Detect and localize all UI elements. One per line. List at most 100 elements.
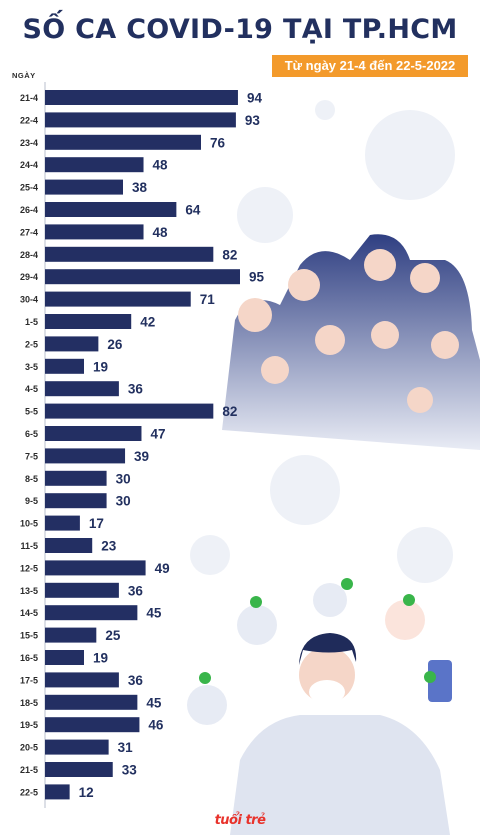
bar-value-label: 26	[107, 337, 123, 352]
date-tick-label: 18-5	[20, 698, 38, 708]
bar	[45, 179, 123, 195]
health-icons-illustration	[187, 578, 452, 725]
date-tick-label: 25-4	[20, 183, 38, 193]
bar-value-label: 30	[116, 494, 131, 509]
bar-value-label: 46	[148, 718, 164, 733]
bar	[45, 784, 70, 800]
date-tick-label: 20-5	[20, 743, 38, 753]
bar-value-label: 47	[150, 427, 165, 442]
date-tick-label: 30-4	[20, 295, 38, 305]
virus-icon	[190, 100, 455, 583]
bar-value-label: 82	[222, 247, 237, 262]
bar	[45, 403, 214, 419]
bar-value-label: 48	[153, 225, 169, 240]
date-tick-label: 14-5	[20, 608, 38, 618]
date-tick-label: 29-4	[20, 272, 38, 282]
chart-title: SỐ CA COVID-19 TẠI TP.HCM	[22, 14, 458, 45]
bar-value-label: 45	[146, 695, 162, 710]
bar-value-label: 49	[155, 561, 170, 576]
bar	[45, 717, 140, 733]
date-tick-label: 6-5	[25, 429, 38, 439]
date-tick-label: 10-5	[20, 519, 38, 529]
people-crowd-illustration	[222, 234, 480, 450]
bar	[45, 493, 107, 509]
bar	[45, 694, 138, 710]
bar-value-label: 36	[128, 673, 144, 688]
date-tick-label: 5-5	[25, 407, 38, 417]
date-tick-label: 15-5	[20, 631, 38, 641]
date-tick-label: 13-5	[20, 586, 38, 596]
bar-value-label: 45	[146, 606, 162, 621]
bar-value-label: 39	[134, 449, 149, 464]
date-tick-label: 26-4	[20, 205, 38, 215]
bar	[45, 246, 214, 262]
bar-value-label: 76	[210, 135, 226, 150]
bar	[45, 358, 84, 374]
bar	[45, 224, 144, 240]
bar-value-label: 36	[128, 583, 144, 598]
date-tick-label: 8-5	[25, 474, 38, 484]
date-tick-label: 7-5	[25, 451, 38, 461]
date-tick-label: 19-5	[20, 720, 38, 730]
bar	[45, 381, 119, 397]
date-tick-label: 11-5	[20, 541, 38, 551]
date-tick-label: 23-4	[20, 138, 38, 148]
bar-value-label: 71	[200, 292, 216, 307]
bar-value-label: 19	[93, 651, 108, 666]
date-tick-label: 9-5	[25, 496, 38, 506]
bar-value-label: 94	[247, 91, 263, 106]
bar	[45, 314, 132, 329]
bar-value-label: 36	[128, 382, 144, 397]
bar	[45, 112, 236, 128]
bar-value-label: 48	[153, 158, 169, 173]
bar	[45, 672, 119, 688]
bar-value-label: 42	[140, 315, 155, 330]
bar	[45, 470, 107, 486]
bar	[45, 448, 126, 464]
bar	[45, 336, 99, 352]
bar	[45, 739, 109, 755]
date-tick-label: 12-5	[20, 563, 38, 573]
bar	[45, 269, 240, 285]
date-tick-label: 22-5	[20, 787, 38, 797]
doctor-illustration	[230, 633, 450, 835]
bar-value-label: 38	[132, 180, 148, 195]
bar	[45, 762, 113, 777]
bar	[45, 538, 93, 553]
date-tick-label: 21-5	[20, 765, 38, 775]
date-tick-label: 21-4	[20, 93, 38, 103]
date-tick-label: 1-5	[25, 317, 38, 327]
bar-value-label: 30	[116, 471, 131, 486]
bar	[45, 650, 84, 665]
bar-value-label: 33	[122, 763, 138, 778]
date-tick-label: 22-4	[20, 115, 38, 125]
bar	[45, 291, 191, 307]
bar	[45, 90, 238, 105]
bar-value-label: 19	[93, 359, 108, 374]
bar-value-label: 25	[105, 628, 121, 643]
bar	[45, 627, 97, 643]
bar	[45, 515, 80, 531]
bar	[45, 157, 144, 173]
date-tick-label: 4-5	[25, 384, 38, 394]
date-tick-label: 3-5	[25, 362, 38, 372]
bar-value-label: 23	[101, 539, 117, 554]
date-range-badge: Từ ngày 21-4 đến 22-5-2022	[272, 55, 468, 77]
bar-value-label: 31	[118, 740, 134, 755]
y-axis-header: NGÀY	[12, 71, 36, 80]
date-tick-label: 2-5	[25, 339, 38, 349]
date-tick-label: 24-4	[20, 160, 38, 170]
bar-value-label: 17	[89, 516, 104, 531]
brand-logo: tuổi trẻ	[212, 810, 268, 830]
bar-value-label: 12	[79, 785, 94, 800]
date-tick-label: 28-4	[20, 250, 38, 260]
date-tick-label: 27-4	[20, 227, 38, 237]
date-tick-label: 17-5	[20, 675, 38, 685]
bar	[45, 582, 119, 598]
bar	[45, 134, 201, 150]
bar	[45, 560, 146, 576]
bar-value-label: 95	[249, 270, 265, 285]
bar	[45, 202, 177, 217]
